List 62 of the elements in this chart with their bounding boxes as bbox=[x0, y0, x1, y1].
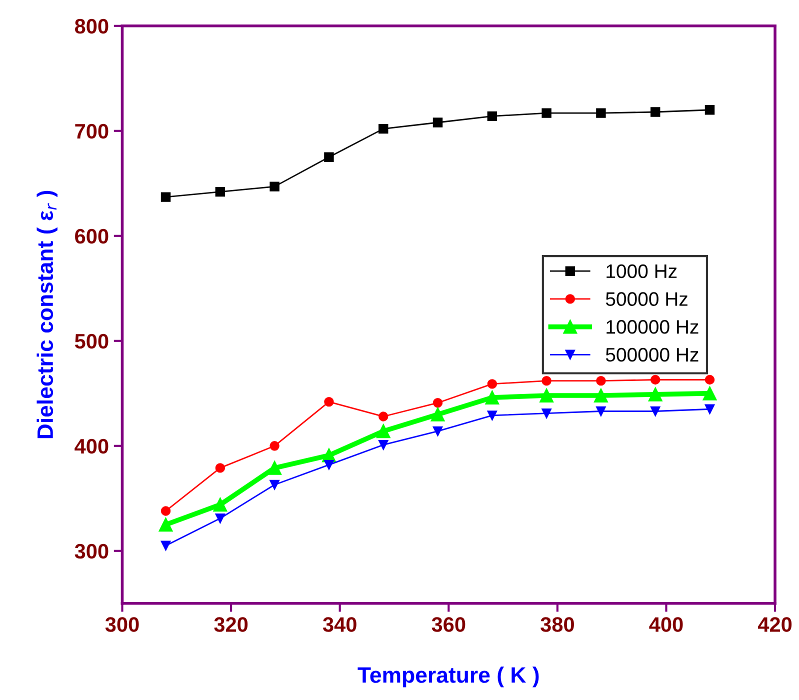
x-tick-label: 340 bbox=[322, 617, 356, 632]
point bbox=[650, 374, 660, 385]
point bbox=[378, 440, 388, 450]
point bbox=[270, 480, 280, 490]
point bbox=[432, 118, 443, 128]
point bbox=[213, 498, 228, 512]
point bbox=[324, 460, 334, 470]
point bbox=[215, 513, 226, 524]
point bbox=[702, 386, 717, 400]
point bbox=[160, 506, 171, 516]
y-tick-label: 400 bbox=[74, 438, 108, 454]
x-tick-label: 320 bbox=[214, 617, 248, 632]
point bbox=[542, 408, 552, 418]
point bbox=[487, 111, 498, 122]
point bbox=[215, 186, 226, 197]
point bbox=[542, 108, 552, 118]
x-tick-label: 360 bbox=[432, 617, 466, 632]
point bbox=[432, 398, 443, 408]
point bbox=[704, 404, 715, 414]
y-tick-label: 300 bbox=[74, 544, 108, 559]
point bbox=[215, 463, 226, 473]
point bbox=[324, 152, 334, 162]
point bbox=[430, 407, 445, 422]
point bbox=[270, 441, 280, 451]
legend-label: 50000 Hz bbox=[606, 292, 688, 306]
point bbox=[487, 410, 498, 420]
point bbox=[542, 376, 552, 386]
legend-label: 100000 Hz bbox=[606, 320, 698, 334]
point bbox=[540, 388, 554, 402]
point bbox=[596, 108, 606, 118]
y-tick-label: 700 bbox=[75, 124, 108, 139]
legend-label: 1000 Hz bbox=[606, 264, 677, 278]
y-axis-title: Dielectric constant ( ε$_{r}$ ) bbox=[36, 190, 58, 438]
point bbox=[594, 388, 608, 402]
point bbox=[158, 518, 173, 532]
legend-label: 500000 Hz bbox=[606, 348, 698, 362]
x-tick-label: 400 bbox=[649, 617, 683, 632]
point bbox=[268, 461, 282, 475]
point bbox=[485, 390, 500, 405]
point bbox=[704, 105, 715, 115]
point bbox=[160, 192, 171, 202]
point bbox=[487, 379, 498, 389]
point bbox=[270, 182, 280, 192]
point bbox=[378, 124, 388, 134]
y-tick-label: 500 bbox=[74, 334, 108, 349]
point bbox=[324, 396, 334, 407]
x-tick-label: 420 bbox=[758, 617, 792, 632]
point bbox=[432, 426, 443, 436]
x-axis-title: Temperature ( K ) bbox=[358, 666, 539, 688]
point bbox=[650, 107, 660, 117]
point bbox=[648, 388, 662, 402]
point bbox=[376, 424, 390, 438]
x-tick-label: 380 bbox=[540, 617, 574, 632]
point bbox=[650, 406, 660, 416]
y-tick-label: 800 bbox=[74, 18, 108, 34]
point bbox=[378, 412, 388, 422]
y-tick-label: 600 bbox=[75, 228, 108, 244]
point bbox=[160, 540, 171, 551]
point bbox=[704, 374, 715, 385]
x-tick-label: 300 bbox=[105, 617, 139, 632]
point bbox=[596, 376, 606, 386]
point bbox=[596, 406, 606, 416]
